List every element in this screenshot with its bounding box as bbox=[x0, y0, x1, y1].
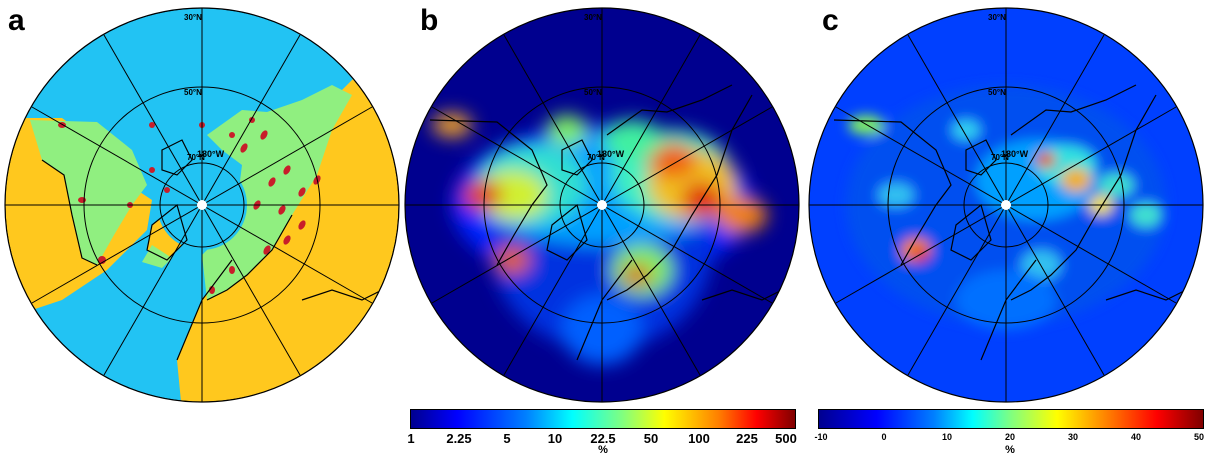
map-panel-a: 30°N 50°N 70°N 180°W bbox=[2, 0, 406, 412]
landmass-eurasia bbox=[177, 60, 399, 402]
colorbar-tick: 10 bbox=[941, 432, 953, 442]
colorbar-tick: 40 bbox=[1130, 432, 1142, 442]
panel-label-b: b bbox=[420, 4, 439, 37]
colorbar-tick: 2.25 bbox=[446, 431, 472, 446]
colorbar-tick: 30 bbox=[1067, 432, 1079, 442]
colorbar-tick: 20 bbox=[1004, 432, 1016, 442]
lat-label-70: 70°N bbox=[587, 153, 605, 162]
map-panel-c: 30°N 50°N 70°N 180°W bbox=[806, 0, 1208, 412]
lat-label-30: 30°N bbox=[584, 13, 602, 22]
lon-label-180w: 180°W bbox=[197, 149, 225, 159]
colorbar-gradient bbox=[410, 409, 796, 429]
colorbar-tick: 50 bbox=[1193, 432, 1205, 442]
colorbar-tick: 1 bbox=[407, 431, 415, 446]
colorbar-tick: 225 bbox=[736, 431, 758, 446]
map-border bbox=[404, 7, 800, 403]
colorbar-tick: -10 bbox=[814, 432, 828, 442]
colorbar-tick: 500 bbox=[775, 431, 797, 446]
panel-label-a: a bbox=[8, 4, 25, 37]
colorbar-unit: % bbox=[598, 444, 608, 456]
colorbar-tick: 100 bbox=[688, 431, 710, 446]
lat-label-30: 30°N bbox=[988, 13, 1006, 22]
map-border bbox=[808, 7, 1204, 403]
tundra-eurasia bbox=[202, 85, 352, 300]
lon-label-180w: 180°W bbox=[1001, 149, 1029, 159]
north-pole-marker bbox=[1001, 200, 1011, 210]
colorbar-tick: 50 bbox=[643, 431, 659, 446]
lat-label-70: 70°N bbox=[187, 153, 205, 162]
lat-label-30: 30°N bbox=[184, 13, 202, 22]
north-pole-marker bbox=[197, 200, 207, 210]
lat-label-70: 70°N bbox=[991, 153, 1009, 162]
polar-map-c: 30°N 50°N 70°N 180°W bbox=[808, 7, 1204, 403]
panel-label-c: c bbox=[822, 4, 839, 37]
colorbar-log: 1 2.25 5 10 22.5 50 100 225 500 % bbox=[407, 409, 797, 456]
map-panel-b: 30°N 50°N 70°N 180°W bbox=[402, 0, 806, 412]
lat-label-50: 50°N bbox=[184, 88, 202, 97]
lat-label-50: 50°N bbox=[584, 88, 602, 97]
colorbar-linear: -10 0 10 20 30 40 50 % bbox=[814, 409, 1205, 456]
colorbar-tick: 5 bbox=[503, 431, 511, 446]
north-pole-marker bbox=[597, 200, 607, 210]
polar-map-a: 30°N 50°N 70°N 180°W bbox=[4, 7, 400, 403]
colorbar-tick: 22.5 bbox=[590, 431, 616, 446]
lon-label-180w: 180°W bbox=[597, 149, 625, 159]
colorbar-gradient bbox=[818, 409, 1204, 429]
colorbar-unit: % bbox=[1005, 444, 1015, 456]
polar-map-b: 30°N 50°N 70°N 180°W bbox=[404, 7, 800, 403]
colorbar-tick: 0 bbox=[881, 432, 887, 442]
lat-label-50: 50°N bbox=[988, 88, 1006, 97]
colorbar-tick: 10 bbox=[547, 431, 563, 446]
map-border bbox=[4, 7, 400, 403]
